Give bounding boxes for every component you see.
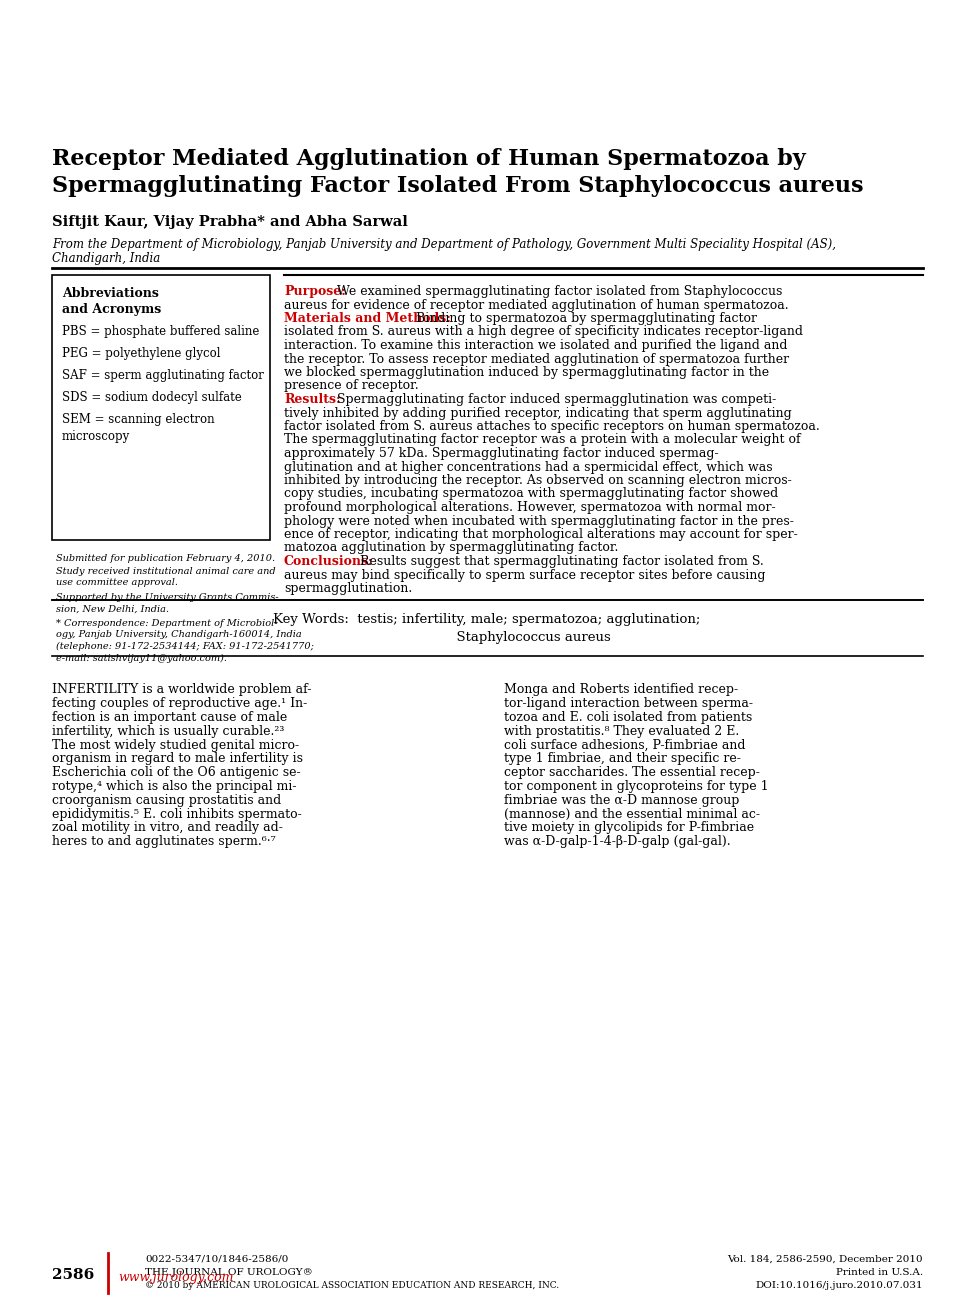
Text: was α-D-galp-1-4-β-D-galp (gal-gal).: was α-D-galp-1-4-β-D-galp (gal-gal).	[504, 835, 730, 848]
Text: type 1 fimbriae, and their specific re-: type 1 fimbriae, and their specific re-	[504, 753, 741, 766]
Text: (mannose) and the essential minimal ac-: (mannose) and the essential minimal ac-	[504, 808, 760, 821]
Text: ceptor saccharides. The essential recep-: ceptor saccharides. The essential recep-	[504, 766, 760, 779]
Text: Monga and Roberts identified recep-: Monga and Roberts identified recep-	[504, 684, 738, 697]
Text: infertility, which is usually curable.²³: infertility, which is usually curable.²³	[52, 724, 285, 737]
Text: tive moiety in glycolipids for P-fimbriae: tive moiety in glycolipids for P-fimbria…	[504, 822, 754, 834]
Text: DOI:10.1016/j.juro.2010.07.031: DOI:10.1016/j.juro.2010.07.031	[756, 1282, 923, 1291]
Text: The most widely studied genital micro-: The most widely studied genital micro-	[52, 739, 299, 752]
Text: tor component in glycoproteins for type 1: tor component in glycoproteins for type …	[504, 780, 768, 793]
Text: tozoa and E. coli isolated from patients: tozoa and E. coli isolated from patients	[504, 711, 753, 724]
Text: Printed in U.S.A.: Printed in U.S.A.	[836, 1268, 923, 1278]
Text: croorganism causing prostatitis and: croorganism causing prostatitis and	[52, 793, 281, 806]
Text: Materials and Methods:: Materials and Methods:	[284, 312, 450, 325]
Text: Study received institutional animal care and
use committee approval.: Study received institutional animal care…	[56, 566, 276, 587]
Text: From the Department of Microbiology, Panjab University and Department of Patholo: From the Department of Microbiology, Pan…	[52, 238, 836, 251]
Text: Abbreviations
and Acronyms: Abbreviations and Acronyms	[62, 287, 161, 316]
Text: Spermagglutinating factor induced spermagglutination was competi-: Spermagglutinating factor induced sperma…	[330, 393, 776, 406]
Text: www.jurology.com: www.jurology.com	[118, 1271, 233, 1284]
Text: presence of receptor.: presence of receptor.	[284, 380, 418, 393]
Text: INFERTILITY is a worldwide problem af-: INFERTILITY is a worldwide problem af-	[52, 684, 311, 697]
Text: coli surface adhesions, P-fimbriae and: coli surface adhesions, P-fimbriae and	[504, 739, 746, 752]
Text: phology were noted when incubated with spermagglutinating factor in the pres-: phology were noted when incubated with s…	[284, 514, 794, 527]
Text: Escherichia coli of the O6 antigenic se-: Escherichia coli of the O6 antigenic se-	[52, 766, 300, 779]
Text: PBS = phosphate buffered saline: PBS = phosphate buffered saline	[62, 325, 259, 338]
Text: interaction. To examine this interaction we isolated and purified the ligand and: interaction. To examine this interaction…	[284, 339, 788, 352]
Text: Conclusions:: Conclusions:	[284, 555, 373, 568]
Text: Key Words:  testis; infertility, male; spermatozoa; agglutination;
             : Key Words: testis; infertility, male; sp…	[273, 613, 701, 645]
Text: isolated from S. aureus with a high degree of specificity indicates receptor-lig: isolated from S. aureus with a high degr…	[284, 325, 803, 338]
Text: SDS = sodium dodecyl sulfate: SDS = sodium dodecyl sulfate	[62, 392, 242, 405]
Text: The spermagglutinating factor receptor was a protein with a molecular weight of: The spermagglutinating factor receptor w…	[284, 433, 800, 446]
Text: rotype,⁴ which is also the principal mi-: rotype,⁴ which is also the principal mi-	[52, 780, 296, 793]
Text: Results:: Results:	[284, 393, 340, 406]
Text: 2586: 2586	[52, 1268, 95, 1282]
Text: fimbriae was the α-D mannose group: fimbriae was the α-D mannose group	[504, 793, 739, 806]
Text: epididymitis.⁵ E. coli inhibits spermato-: epididymitis.⁵ E. coli inhibits spermato…	[52, 808, 301, 821]
Text: with prostatitis.⁸ They evaluated 2 E.: with prostatitis.⁸ They evaluated 2 E.	[504, 724, 739, 737]
Text: PEG = polyethylene glycol: PEG = polyethylene glycol	[62, 347, 220, 360]
Text: Siftjit Kaur, Vijay Prabha* and Abha Sarwal: Siftjit Kaur, Vijay Prabha* and Abha Sar…	[52, 215, 408, 228]
Text: aureus for evidence of receptor mediated agglutination of human spermatozoa.: aureus for evidence of receptor mediated…	[284, 299, 789, 312]
Text: we blocked spermagglutination induced by spermagglutinating factor in the: we blocked spermagglutination induced by…	[284, 365, 769, 378]
Text: Spermagglutinating Factor Isolated From Staphylococcus aureus: Spermagglutinating Factor Isolated From …	[52, 175, 864, 197]
Text: Submitted for publication February 4, 2010.: Submitted for publication February 4, 20…	[56, 555, 275, 562]
Text: © 2010 by AMERICAN UROLOGICAL ASSOCIATION EDUCATION AND RESEARCH, INC.: © 2010 by AMERICAN UROLOGICAL ASSOCIATIO…	[145, 1282, 559, 1291]
Text: fection is an important cause of male: fection is an important cause of male	[52, 711, 288, 724]
Text: THE JOURNAL OF UROLOGY®: THE JOURNAL OF UROLOGY®	[145, 1268, 313, 1278]
Text: Vol. 184, 2586-2590, December 2010: Vol. 184, 2586-2590, December 2010	[727, 1255, 923, 1265]
Text: SEM = scanning electron
microscopy: SEM = scanning electron microscopy	[62, 412, 214, 442]
Text: Results suggest that spermagglutinating factor isolated from S.: Results suggest that spermagglutinating …	[352, 555, 763, 568]
Text: Supported by the University Grants Commis-
sion, New Delhi, India.: Supported by the University Grants Commi…	[56, 592, 279, 613]
Text: spermagglutination.: spermagglutination.	[284, 582, 412, 595]
Text: aureus may bind specifically to sperm surface receptor sites before causing: aureus may bind specifically to sperm su…	[284, 569, 765, 582]
Text: We examined spermagglutinating factor isolated from Staphylococcus: We examined spermagglutinating factor is…	[330, 284, 783, 298]
Text: ence of receptor, indicating that morphological alterations may account for sper: ence of receptor, indicating that morpho…	[284, 529, 798, 542]
Text: glutination and at higher concentrations had a spermicidal effect, which was: glutination and at higher concentrations…	[284, 461, 772, 474]
Text: Purpose:: Purpose:	[284, 284, 346, 298]
Text: matozoa agglutination by spermagglutinating factor.: matozoa agglutination by spermagglutinat…	[284, 542, 618, 555]
Text: Binding to spermatozoa by spermagglutinating factor: Binding to spermatozoa by spermagglutina…	[409, 312, 758, 325]
Text: SAF = sperm agglutinating factor: SAF = sperm agglutinating factor	[62, 369, 264, 382]
Text: Receptor Mediated Agglutination of Human Spermatozoa by: Receptor Mediated Agglutination of Human…	[52, 147, 805, 170]
Text: heres to and agglutinates sperm.⁶·⁷: heres to and agglutinates sperm.⁶·⁷	[52, 835, 276, 848]
Text: organism in regard to male infertility is: organism in regard to male infertility i…	[52, 753, 303, 766]
Text: tively inhibited by adding purified receptor, indicating that sperm agglutinatin: tively inhibited by adding purified rece…	[284, 406, 792, 419]
Text: the receptor. To assess receptor mediated agglutination of spermatozoa further: the receptor. To assess receptor mediate…	[284, 352, 789, 365]
Text: zoal motility in vitro, and readily ad-: zoal motility in vitro, and readily ad-	[52, 822, 283, 834]
Text: inhibited by introducing the receptor. As observed on scanning electron micros-: inhibited by introducing the receptor. A…	[284, 474, 792, 487]
Text: factor isolated from S. aureus attaches to specific receptors on human spermatoz: factor isolated from S. aureus attaches …	[284, 420, 820, 433]
Text: copy studies, incubating spermatozoa with spermagglutinating factor showed: copy studies, incubating spermatozoa wit…	[284, 488, 778, 501]
Text: 0022-5347/10/1846-2586/0: 0022-5347/10/1846-2586/0	[145, 1255, 289, 1265]
Text: approximately 57 kDa. Spermagglutinating factor induced spermag-: approximately 57 kDa. Spermagglutinating…	[284, 448, 719, 459]
Text: profound morphological alterations. However, spermatozoa with normal mor-: profound morphological alterations. Howe…	[284, 501, 776, 514]
Text: Chandigarh, India: Chandigarh, India	[52, 252, 160, 265]
Text: * Correspondence: Department of Microbiol-
ogy, Panjab University, Chandigarh-16: * Correspondence: Department of Microbio…	[56, 619, 314, 663]
Text: tor-ligand interaction between sperma-: tor-ligand interaction between sperma-	[504, 697, 753, 710]
Text: fecting couples of reproductive age.¹ In-: fecting couples of reproductive age.¹ In…	[52, 697, 307, 710]
Bar	[52, 275, 270, 540]
